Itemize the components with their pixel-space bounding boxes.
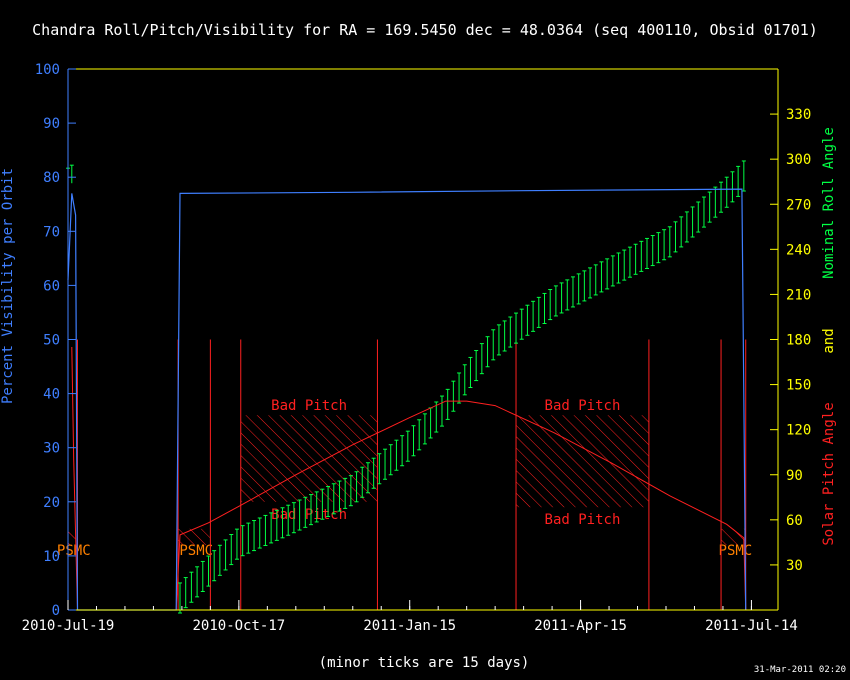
psmc-region bbox=[721, 528, 746, 546]
psmc-label: PSMC bbox=[719, 543, 753, 559]
bad-pitch-label: Bad Pitch bbox=[271, 398, 347, 414]
x-tick-label: 2010-Oct-17 bbox=[192, 618, 285, 634]
psmc-label: PSMC bbox=[57, 543, 91, 559]
left-axis-label: Percent Visibility per Orbit bbox=[0, 168, 16, 404]
x-tick-label: 2010-Jul-19 bbox=[22, 618, 115, 634]
chart-title: Chandra Roll/Pitch/Visibility for RA = 1… bbox=[32, 21, 818, 39]
bad-pitch-region bbox=[240, 415, 378, 502]
right-axis-tick-label: 30 bbox=[786, 558, 803, 574]
x-tick-label: 2011-Jan-15 bbox=[363, 618, 456, 634]
right-axis-tick-label: 120 bbox=[786, 423, 811, 439]
left-axis-tick-label: 20 bbox=[43, 495, 60, 511]
right-axis-label-pitch: Solar Pitch Angle bbox=[821, 402, 837, 545]
left-axis-tick-label: 100 bbox=[35, 62, 60, 78]
psmc-region bbox=[68, 528, 76, 546]
left-axis-tick-label: 90 bbox=[43, 116, 60, 132]
visibility-line bbox=[67, 188, 747, 611]
left-axis-tick-label: 10 bbox=[43, 549, 60, 565]
left-axis-tick-label: 60 bbox=[43, 278, 60, 294]
bad-pitch-region bbox=[516, 415, 649, 508]
right-axis-tick-label: 90 bbox=[786, 468, 803, 484]
x-tick-label: 2011-Jul-14 bbox=[705, 618, 798, 634]
psmc-region bbox=[178, 528, 211, 546]
bad-pitch-label: Bad Pitch bbox=[545, 398, 621, 414]
left-axis-tick-label: 40 bbox=[43, 387, 60, 403]
right-axis-tick-label: 180 bbox=[786, 333, 811, 349]
left-axis-tick-label: 70 bbox=[43, 224, 60, 240]
right-axis-tick-label: 210 bbox=[786, 287, 811, 303]
x-tick-label: 2011-Apr-15 bbox=[534, 618, 627, 634]
left-axis-tick-label: 30 bbox=[43, 441, 60, 457]
left-axis-tick-label: 50 bbox=[43, 333, 60, 349]
right-axis-tick-label: 60 bbox=[786, 513, 803, 529]
bad-pitch-label: Bad Pitch bbox=[545, 512, 621, 528]
right-axis-tick-label: 300 bbox=[786, 152, 811, 168]
timestamp: 31-Mar-2011 02:20 bbox=[754, 665, 846, 675]
left-axis-tick-label: 80 bbox=[43, 170, 60, 186]
right-axis-tick-label: 330 bbox=[786, 107, 811, 123]
left-axis-tick-label: 0 bbox=[52, 603, 60, 619]
right-axis-tick-label: 240 bbox=[786, 242, 811, 258]
right-axis-label-and: and bbox=[821, 328, 837, 353]
right-axis-tick-label: 150 bbox=[786, 378, 811, 394]
x-axis-note: (minor ticks are 15 days) bbox=[319, 655, 530, 671]
right-axis-tick-label: 270 bbox=[786, 197, 811, 213]
right-axis-label-roll: Nominal Roll Angle bbox=[821, 127, 837, 279]
psmc-label: PSMC bbox=[179, 543, 213, 559]
